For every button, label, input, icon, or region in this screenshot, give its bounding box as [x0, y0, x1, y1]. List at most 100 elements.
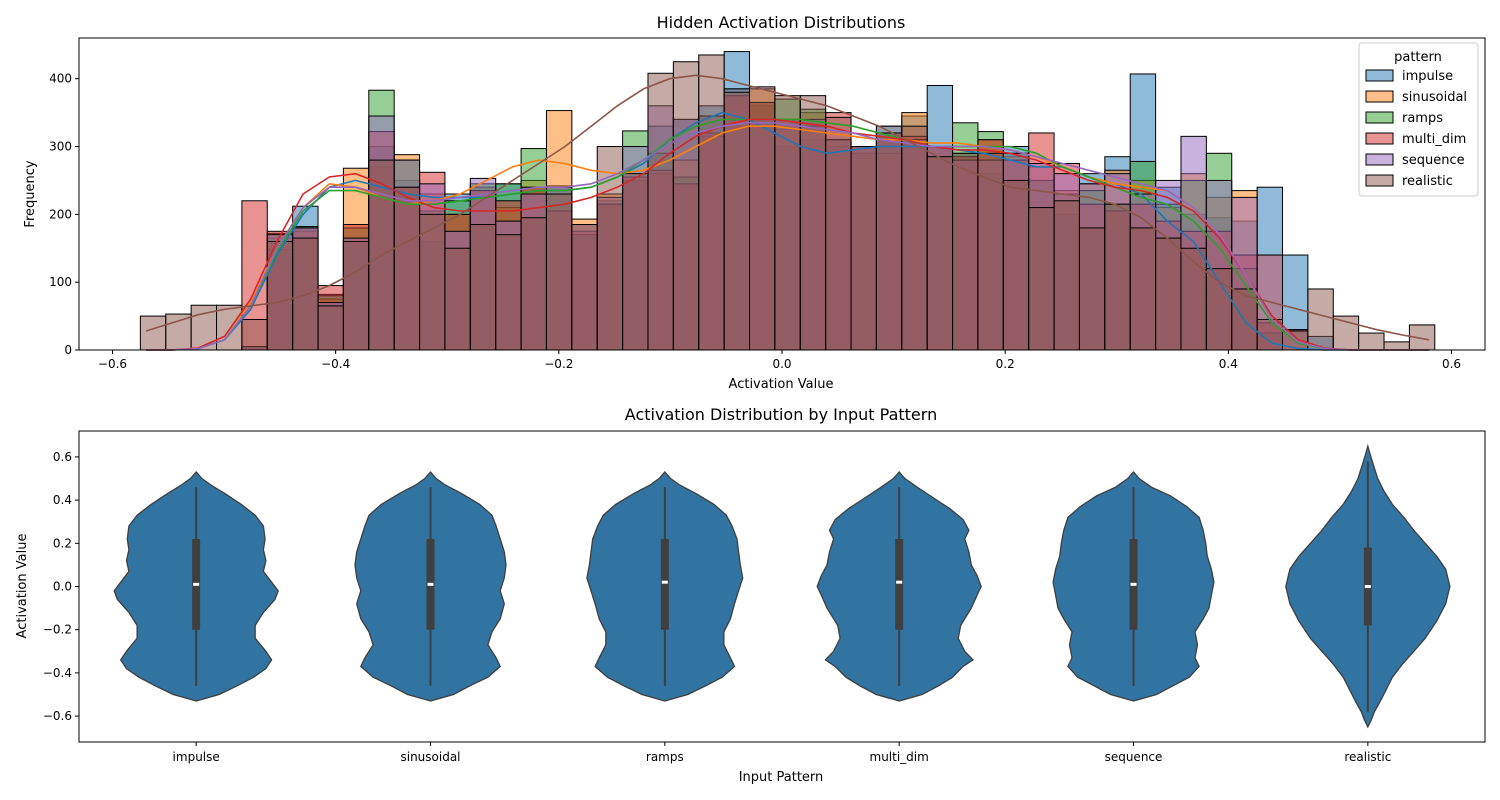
histogram-bar-realistic	[216, 304, 243, 351]
x-tick-label: −0.6	[98, 357, 127, 371]
y-tick-label: 200	[49, 207, 72, 221]
histogram-bar-realistic	[1358, 332, 1385, 351]
histogram-y-label: Frequency	[23, 160, 38, 227]
violin-title: Activation Distribution by Input Pattern	[625, 405, 937, 424]
x-tick-label: impulse	[173, 750, 220, 764]
histogram-bar-realistic	[139, 315, 167, 351]
x-tick-label: ramps	[646, 750, 684, 764]
histogram-bar-realistic	[926, 156, 954, 351]
x-tick-label: 0.2	[996, 357, 1015, 371]
x-tick-label: realistic	[1344, 750, 1391, 764]
violin-bodies	[113, 443, 1451, 729]
histogram-bar-realistic	[393, 186, 421, 351]
histogram-bar-realistic	[952, 152, 979, 351]
histogram-bar-realistic	[317, 305, 344, 351]
histogram-bar-realistic	[901, 125, 928, 351]
histogram-bar-realistic	[1408, 324, 1436, 351]
y-tick-label: 0.4	[53, 493, 72, 507]
violin-iqr-box-multi_dim	[895, 538, 904, 630]
y-tick-label: 100	[49, 275, 72, 289]
violin-median-sinusoidal	[427, 582, 434, 586]
x-tick-label: −0.4	[321, 357, 350, 371]
histogram-bar-realistic	[850, 146, 877, 351]
histogram-bar-realistic	[622, 173, 649, 351]
histogram-bar-realistic	[1155, 237, 1182, 351]
violin-y-ticks: −0.6 −0.4 −0.2 0.0 0.2 0.4 0.6	[43, 450, 79, 723]
violin-chart: Activation Distribution by Input Pattern…	[15, 405, 1486, 785]
kde-curve-realistic	[145, 74, 1430, 341]
legend-swatch-impulse	[1365, 69, 1394, 82]
histogram-bar-realistic	[1078, 227, 1106, 351]
histogram-bar-realistic	[672, 61, 700, 351]
legend-label-realistic: realistic	[1402, 174, 1453, 189]
histogram-bar-realistic	[647, 72, 674, 351]
histogram-bar-realistic	[342, 240, 370, 351]
violin-median-ramps	[661, 580, 668, 584]
x-tick-label: multi_dim	[870, 750, 929, 764]
violin-median-multi_dim	[896, 580, 903, 584]
legend-title: pattern	[1394, 50, 1442, 65]
legend-swatch-ramps	[1365, 111, 1394, 124]
violin-x-label: Input Pattern	[739, 770, 824, 785]
histogram-bar-realistic	[495, 234, 522, 351]
histogram-bar-realistic	[545, 193, 573, 351]
histogram-title: Hidden Activation Distributions	[657, 13, 906, 32]
histogram-bar-realistic	[1002, 179, 1030, 351]
histogram-bar-realistic	[444, 247, 471, 351]
x-tick-label: 0.6	[1442, 357, 1461, 371]
histogram-bar-realistic	[1180, 247, 1207, 351]
x-tick-label: sinusoidal	[400, 750, 460, 764]
violin-x-ticks: impulse sinusoidal ramps multi_dim sequence r…	[173, 742, 1391, 764]
y-tick-label: −0.6	[43, 709, 72, 723]
x-tick-label: 0.4	[1219, 357, 1238, 371]
histogram-bar-realistic	[1383, 341, 1410, 351]
violin-median-impulse	[193, 582, 200, 586]
legend-items: impulse sinusoidal ramps multi_dim sequence r…	[1365, 69, 1467, 189]
histogram-bar-realistic	[165, 313, 192, 351]
legend-swatch-multi_dim	[1365, 132, 1394, 145]
histogram-x-ticks: −0.6 −0.4 −0.2 0.0 0.2 0.4 0.6	[98, 350, 1461, 371]
legend-swatch-sequence	[1365, 153, 1394, 166]
kde-curve-sequence	[146, 122, 1430, 351]
violin-y-label: Activation Value	[15, 534, 30, 639]
legend-label-sequence: sequence	[1402, 153, 1465, 168]
histogram-y-ticks: 0 100 200 300 400	[49, 72, 79, 357]
legend-label-multi_dim: multi_dim	[1402, 132, 1466, 147]
kde-curve-impulse	[146, 111, 1430, 351]
histogram-bar-realistic	[698, 54, 725, 351]
histogram-bar-realistic	[977, 152, 1004, 351]
histogram-x-label: Activation Value	[729, 377, 834, 392]
histogram-bar-realistic	[419, 213, 446, 351]
histogram-bar-realistic	[1129, 227, 1157, 351]
histogram-bar-realistic	[1028, 207, 1055, 351]
legend-swatch-realistic	[1365, 174, 1394, 187]
y-tick-label: −0.2	[43, 623, 72, 637]
legend-label-impulse: impulse	[1402, 69, 1453, 84]
legend-swatch-sinusoidal	[1365, 90, 1394, 103]
x-tick-label: sequence	[1105, 750, 1163, 764]
histogram-legend: pattern impulse sinusoidal ramps multi_dims…	[1358, 42, 1479, 197]
y-tick-label: 400	[49, 72, 72, 86]
histogram-bar-realistic	[1307, 288, 1334, 351]
histogram-bar-realistic	[520, 217, 547, 351]
y-tick-label: −0.4	[43, 666, 72, 680]
legend-label-ramps: ramps	[1402, 111, 1443, 126]
y-tick-label: 300	[49, 140, 72, 154]
histogram-bar-realistic	[469, 224, 497, 351]
histogram-bar-realistic	[571, 224, 598, 351]
histogram-bar-realistic	[825, 116, 852, 351]
y-tick-label: 0.6	[53, 450, 72, 464]
histogram-bar-realistic	[875, 132, 903, 351]
histogram-bar-realistic	[241, 318, 268, 351]
violin-iqr-box-ramps	[660, 538, 669, 630]
histogram-bar-realistic	[1104, 203, 1131, 351]
violin-median-realistic	[1364, 585, 1371, 588]
kde-curve-multi_dim	[146, 118, 1430, 351]
y-tick-label: 0	[64, 343, 72, 357]
histogram-bar-realistic	[1053, 200, 1080, 351]
histogram-kde-curves	[145, 74, 1430, 351]
kde-curve-ramps	[146, 118, 1430, 351]
histogram-bar-realistic	[799, 95, 827, 351]
y-tick-label: 0.0	[53, 580, 72, 594]
histogram-bar-realistic	[266, 240, 294, 351]
